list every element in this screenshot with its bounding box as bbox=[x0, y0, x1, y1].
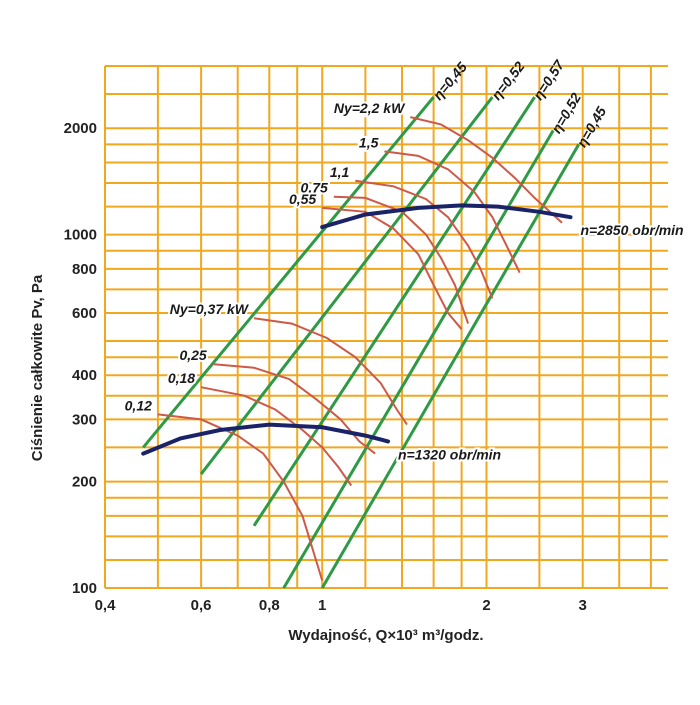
power-curve bbox=[333, 195, 470, 324]
power-curve bbox=[410, 116, 563, 224]
power-label: 0,55 bbox=[289, 191, 316, 207]
speed-curves-layer bbox=[141, 203, 573, 456]
power-curves-layer bbox=[157, 116, 563, 581]
efficiency-line bbox=[199, 96, 494, 476]
x-tick-label: 1 bbox=[318, 597, 326, 614]
efficiency-label: η=0,57 bbox=[530, 56, 568, 103]
power-label-halo: 0,12 bbox=[125, 397, 152, 413]
x-axis-title: Wydajność, Q×10³ m³/godz. bbox=[288, 627, 483, 644]
y-tick-label: 300 bbox=[72, 411, 97, 428]
x-tick-label: 0,6 bbox=[191, 597, 212, 614]
efficiency-line bbox=[142, 96, 435, 449]
axis-labels-layer: 0,4 0,6 0,8 1 2 3 100 200 300 400 600 800 1000 2000 bbox=[64, 120, 587, 614]
power-label-halo: 0,18 bbox=[168, 370, 195, 386]
x-tick-label: 0,4 bbox=[95, 597, 117, 614]
speed-curve bbox=[141, 422, 390, 456]
speed-label: n=1320 obr/min bbox=[398, 446, 501, 462]
y-tick-label: 1000 bbox=[64, 227, 97, 244]
efficiency-label: η=0,45 bbox=[573, 104, 609, 150]
power-curve bbox=[157, 413, 324, 581]
x-tick-label: 2 bbox=[482, 597, 490, 614]
power-label-halo: Ny=0,37 kW bbox=[170, 301, 250, 317]
power-curve bbox=[212, 363, 376, 455]
efficiency-line bbox=[320, 143, 580, 589]
efficiency-label: η=0,52 bbox=[488, 58, 528, 103]
power-label: Ny=2,2 kW bbox=[334, 100, 406, 116]
power-curve bbox=[384, 150, 521, 274]
y-tick-label: 100 bbox=[72, 580, 97, 597]
power-label: 1,5 bbox=[359, 134, 379, 150]
y-tick-label: 600 bbox=[72, 305, 97, 322]
power-curve bbox=[322, 206, 463, 330]
power-label: 1,1 bbox=[330, 164, 350, 180]
y-tick-label: 800 bbox=[72, 261, 97, 278]
power-label-halo: Ny=2,2 kW bbox=[334, 100, 406, 116]
y-tick-label: 400 bbox=[72, 367, 97, 384]
efficiency-lines-layer bbox=[142, 96, 580, 589]
efficiency-line bbox=[282, 129, 555, 589]
speed-curve bbox=[320, 203, 573, 230]
power-curve bbox=[355, 179, 494, 299]
speed-label-halo: n=1320 obr/min bbox=[398, 446, 501, 462]
power-label-halo: 0,55 bbox=[289, 191, 316, 207]
x-tick-label: 3 bbox=[579, 597, 587, 614]
power-label: 0,12 bbox=[125, 397, 152, 413]
power-label-halo: 1,5 bbox=[359, 134, 379, 150]
speed-label-halo: n=2850 obr/min bbox=[581, 222, 684, 238]
power-label: 0,25 bbox=[179, 347, 206, 363]
y-tick-label: 200 bbox=[72, 474, 97, 491]
power-label-halo: 0,75 bbox=[301, 180, 328, 196]
y-axis-title: Ciśnienie całkowite Pv, Pa bbox=[29, 274, 46, 461]
x-tick-label: 0,8 bbox=[259, 597, 280, 614]
power-curve bbox=[253, 317, 408, 426]
power-label: 0,18 bbox=[168, 370, 195, 386]
power-label-halo: 0,25 bbox=[179, 347, 206, 363]
power-label: 0,75 bbox=[301, 180, 328, 196]
power-label-halo: 1,1 bbox=[330, 164, 350, 180]
power-label: Ny=0,37 kW bbox=[170, 301, 250, 317]
y-tick-label: 2000 bbox=[64, 120, 97, 137]
power-curve bbox=[200, 386, 353, 487]
efficiency-line bbox=[252, 96, 536, 527]
speed-label: n=2850 obr/min bbox=[581, 222, 684, 238]
